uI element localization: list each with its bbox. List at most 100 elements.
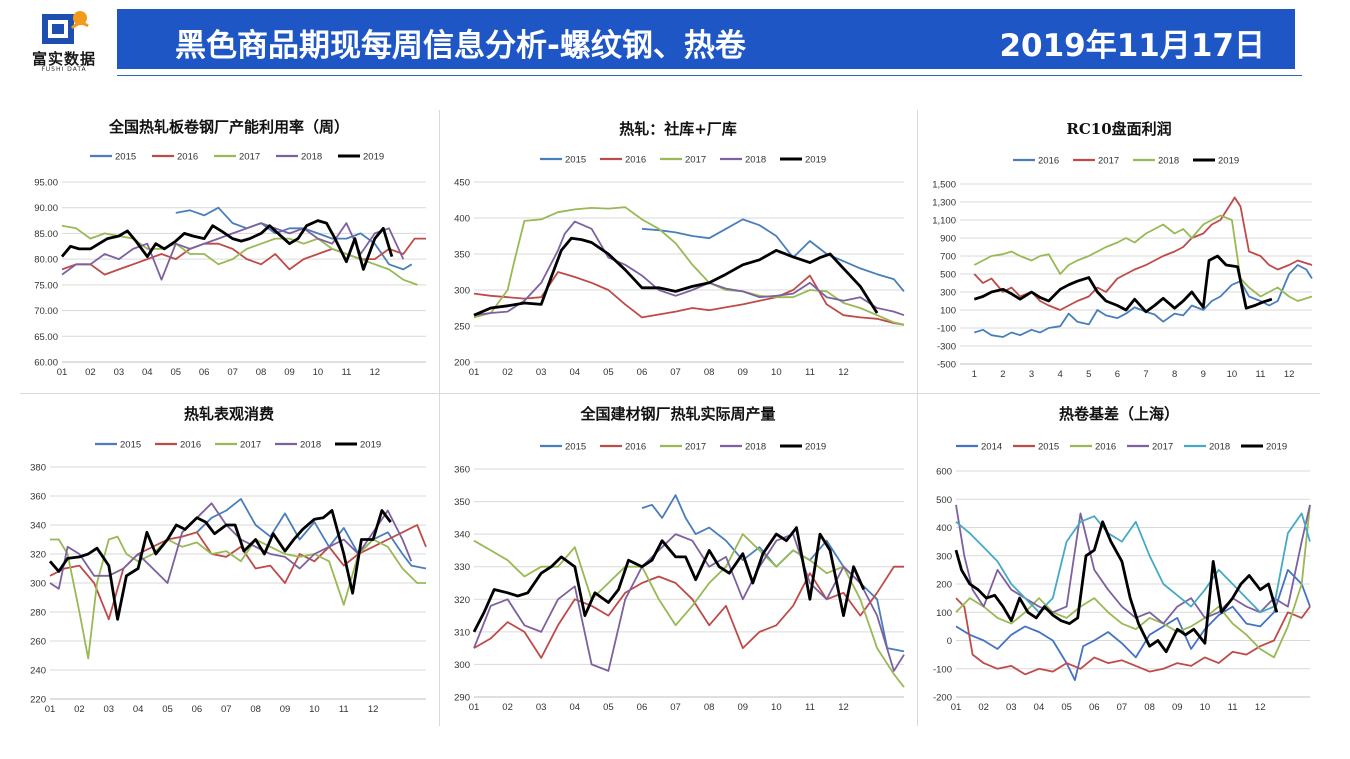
chart-title: 全国热轧板卷钢厂产能利用率（周） — [108, 118, 349, 136]
y-tick-label: 85.00 — [34, 229, 58, 240]
x-tick-label: 03 — [114, 367, 125, 378]
x-tick-label: 12 — [370, 367, 381, 378]
series-line-2019 — [60, 219, 394, 271]
x-tick-label: 11 — [339, 704, 349, 715]
legend-label: 2016 — [177, 152, 198, 163]
x-tick-label: 5 — [1086, 369, 1091, 380]
legend-item: 2018 — [720, 155, 766, 166]
x-tick-label: 05 — [170, 367, 181, 378]
x-tick-label: 09 — [737, 367, 748, 378]
y-tick-label: 300 — [454, 660, 470, 671]
legend-label: 2018 — [300, 440, 321, 451]
x-tick-label: 12 — [838, 702, 849, 713]
x-tick-label: 11 — [805, 702, 815, 713]
legend-label: 2016 — [625, 442, 646, 453]
y-tick-label: -200 — [933, 693, 952, 704]
x-tick-label: 7 — [1143, 369, 1148, 380]
y-tick-label: 330 — [454, 562, 470, 573]
header-banner: 黑色商品期现每周信息分析-螺纹钢、热卷 2019年11月17日 — [117, 9, 1295, 69]
y-tick-label: 1,100 — [932, 216, 956, 227]
y-tick-label: 900 — [940, 234, 956, 245]
series-line-2016 — [955, 504, 1311, 659]
y-tick-label: 200 — [936, 580, 952, 591]
series-line-2019 — [48, 509, 392, 621]
x-tick-label: 12 — [368, 704, 379, 715]
legend-item: 2015 — [1013, 442, 1059, 453]
y-tick-label: 65.00 — [34, 332, 58, 343]
x-tick-label: 02 — [502, 367, 513, 378]
y-tick-label: 340 — [30, 521, 46, 532]
legend-label: 2015 — [115, 152, 136, 163]
x-tick-label: 12 — [1284, 369, 1295, 380]
x-tick-label: 05 — [603, 367, 614, 378]
x-tick-label: 06 — [192, 704, 203, 715]
y-tick-label: -500 — [937, 360, 956, 371]
chart-title: 热轧表观消费 — [184, 405, 274, 423]
legend-item: 2016 — [152, 152, 198, 163]
y-tick-label: 350 — [454, 250, 470, 261]
series-line-2015 — [641, 218, 905, 292]
y-tick-label: 0 — [947, 636, 952, 647]
x-tick-label: 05 — [603, 702, 614, 713]
chart-hr-capacity: 全国热轧板卷钢厂产能利用率（周） 95.00 90.00 85.00 80.00 75.0… — [34, 118, 426, 378]
y-tick-label: 1,300 — [932, 198, 956, 209]
y-tick-label: 70.00 — [34, 306, 58, 317]
legend-label: 2016 — [625, 155, 646, 166]
legend-item: 2015 — [540, 442, 586, 453]
series-line-2017 — [61, 224, 418, 286]
legend-item: 2017 — [660, 155, 706, 166]
legend-item: 2019 — [1193, 156, 1239, 167]
legend-item: 2017 — [660, 442, 706, 453]
series-line-2015 — [641, 494, 905, 653]
x-tick-label: 10 — [1200, 702, 1211, 713]
legend-item: 2019 — [1241, 442, 1287, 453]
y-tick-label: -100 — [933, 664, 952, 675]
legend-label: 2016 — [1038, 156, 1059, 167]
legend-label: 2019 — [805, 155, 826, 166]
legend-item: 2016 — [155, 440, 201, 451]
x-tick-label: 01 — [469, 702, 480, 713]
y-tick-label: 400 — [936, 523, 952, 534]
x-tick-label: 04 — [569, 367, 580, 378]
y-tick-label: 250 — [454, 322, 470, 333]
series-line-2015 — [175, 206, 413, 271]
y-tick-label: 100 — [940, 306, 956, 317]
x-tick-label: 10 — [1227, 369, 1238, 380]
legend-item: 2018 — [1184, 442, 1230, 453]
x-tick-label: 3 — [1029, 369, 1034, 380]
legend-item: 2019 — [780, 155, 826, 166]
y-tick-label: 75.00 — [34, 280, 58, 291]
series-line-2016 — [473, 565, 904, 659]
x-tick-label: 10 — [313, 367, 324, 378]
series-line-2018 — [61, 222, 405, 281]
legend-label: 2014 — [981, 442, 1002, 453]
y-tick-label: 240 — [30, 666, 46, 677]
series-line-2016 — [974, 264, 1313, 338]
legend-label: 2019 — [1218, 156, 1239, 167]
x-tick-label: 06 — [637, 702, 648, 713]
legend-item: 2018 — [720, 442, 766, 453]
legend-label: 2017 — [1098, 156, 1119, 167]
legend-item: 2015 — [95, 440, 141, 451]
y-tick-label: 400 — [454, 214, 470, 225]
chart-panel-hr-basis-shanghai: 热卷基差（上海） 600 500 400 300 200 100 0 -100 -200 01 02 0… — [918, 395, 1320, 725]
x-tick-label: 8 — [1172, 369, 1177, 380]
series-line-2016 — [61, 237, 426, 276]
legend-item: 2018 — [276, 152, 322, 163]
chart-rc10-profit: RC10盘面利润 1,500 1,300 1,100 900 700 500 300 100 -1… — [932, 120, 1313, 380]
y-tick-label: 100 — [936, 608, 952, 619]
chart-title: 热卷基差（上海） — [1059, 405, 1179, 423]
x-tick-label: 09 — [284, 367, 295, 378]
y-tick-label: -100 — [937, 324, 956, 335]
x-tick-label: 05 — [162, 704, 173, 715]
x-tick-label: 2 — [1000, 369, 1005, 380]
logo-subtext: FUSHI DATA — [41, 66, 87, 73]
x-tick-label: 08 — [704, 702, 715, 713]
chart-title: 热轧：社库+厂库 — [619, 120, 737, 138]
x-tick-label: 12 — [1255, 702, 1266, 713]
x-tick-label: 4 — [1058, 369, 1063, 380]
y-tick-label: 60.00 — [34, 358, 58, 369]
y-tick-label: 500 — [940, 270, 956, 281]
